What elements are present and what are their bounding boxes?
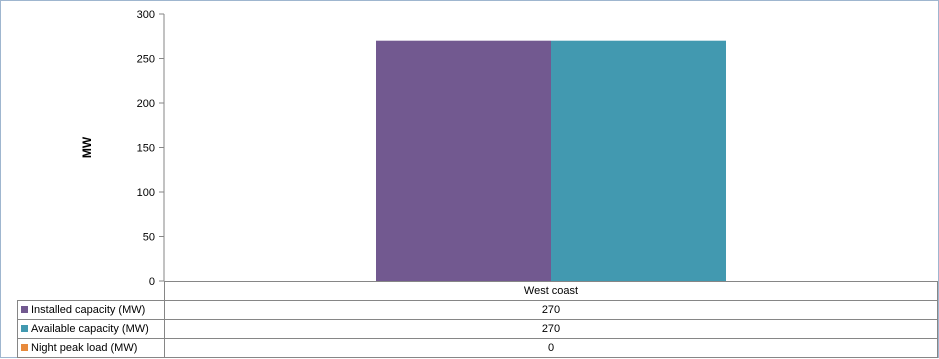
legend-label: Night peak load (MW) bbox=[31, 342, 137, 354]
y-tick-label: 50 bbox=[143, 232, 155, 244]
data-value-label: 270 bbox=[542, 323, 560, 335]
y-tick-label: 250 bbox=[137, 54, 155, 66]
legend-label: Available capacity (MW) bbox=[31, 323, 149, 335]
y-tick-label: 100 bbox=[137, 187, 155, 199]
legend-label: Installed capacity (MW) bbox=[31, 304, 145, 316]
legend-swatch bbox=[21, 306, 28, 313]
y-tick-label: 150 bbox=[137, 143, 155, 155]
data-value-label: 0 bbox=[548, 342, 554, 354]
bar bbox=[551, 40, 726, 282]
legend-swatch bbox=[21, 344, 28, 351]
bar bbox=[376, 40, 551, 282]
category-label: West coast bbox=[524, 285, 578, 297]
y-axis-label: MW bbox=[80, 136, 94, 158]
data-value-label: 270 bbox=[542, 304, 560, 316]
y-tick-label: 0 bbox=[149, 276, 155, 288]
y-tick-label: 200 bbox=[137, 98, 155, 110]
legend-swatch bbox=[21, 325, 28, 332]
y-tick-label: 300 bbox=[137, 9, 155, 21]
